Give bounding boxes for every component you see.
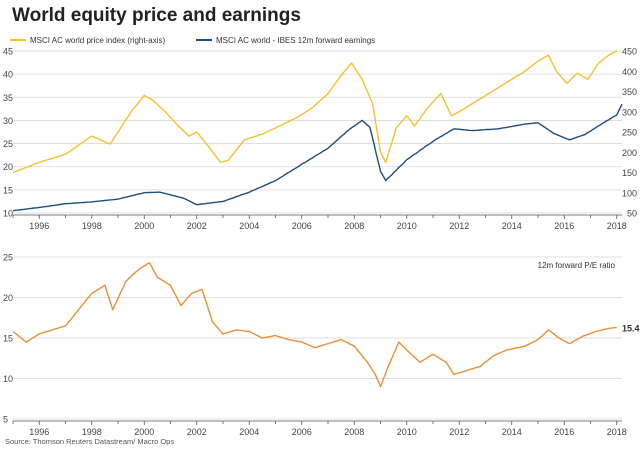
x-tick-label: 2010 — [397, 221, 417, 231]
x-tick-label: 2004 — [239, 221, 259, 231]
y-tick-label: 15 — [3, 334, 13, 344]
legend-label: MSCI AC world price index (right-axis) — [30, 36, 165, 45]
y-right-tick-label: 200 — [622, 148, 637, 158]
x-tick-label: 1998 — [82, 221, 102, 231]
x-tick-label: 2016 — [554, 221, 574, 231]
y-tick-label: 20 — [3, 293, 13, 303]
x-tick-label: 1998 — [82, 427, 102, 437]
x-tick-label: 2016 — [554, 427, 574, 437]
legend-label: MSCI AC world - IBES 12m forward earning… — [216, 36, 375, 45]
y-tick-label: 15 — [3, 185, 13, 195]
y-tick-label: 40 — [3, 70, 13, 80]
y-right-tick-label: 350 — [622, 87, 637, 97]
series-line — [12, 103, 623, 212]
pe-annotation: 12m forward P/E ratio — [538, 261, 616, 270]
x-tick-label: 2014 — [502, 427, 522, 437]
top-chart: 10 15 20 25 30 35 40 45 50 100 150 200 250 300 350 400 4… — [3, 36, 637, 231]
page-title: World equity price and earnings — [12, 5, 301, 26]
y-right-tick-label: 300 — [622, 107, 637, 117]
y-tick-label: 10 — [3, 209, 13, 219]
x-tick-label: 2000 — [134, 427, 154, 437]
y-tick-label: 25 — [3, 139, 13, 149]
series-line — [12, 50, 618, 174]
bottom-chart: 5 10 15 20 25 1996 1998 2000 2002 2004 2006 2008 201… — [3, 253, 640, 438]
y-right-tick-label: 50 — [627, 209, 637, 219]
x-tick-label: 2006 — [292, 427, 312, 437]
x-tick-label: 2012 — [449, 221, 469, 231]
x-tick-label: 1996 — [29, 427, 49, 437]
y-right-tick-label: 400 — [622, 67, 637, 77]
series-line — [12, 262, 617, 388]
y-right-tick-label: 450 — [622, 47, 637, 57]
y-tick-label: 45 — [3, 47, 13, 57]
x-tick-label: 2014 — [502, 221, 522, 231]
y-right-tick-label: 100 — [622, 188, 637, 198]
y-tick-label: 35 — [3, 93, 13, 103]
y-tick-label: 5 — [3, 415, 8, 425]
y-tick-label: 10 — [3, 374, 13, 384]
y-right-tick-label: 250 — [622, 128, 637, 138]
x-tick-label: 2002 — [187, 221, 207, 231]
y-tick-label: 25 — [3, 253, 13, 263]
x-tick-label: 2008 — [344, 221, 364, 231]
y-tick-label: 30 — [3, 116, 13, 126]
x-tick-label: 2008 — [344, 427, 364, 437]
x-tick-label: 1996 — [29, 221, 49, 231]
x-tick-label: 2004 — [239, 427, 259, 437]
x-tick-label: 2006 — [292, 221, 312, 231]
x-tick-label: 2010 — [397, 427, 417, 437]
x-tick-label: 2018 — [607, 427, 627, 437]
pe-end-label: 15.4 — [622, 323, 640, 333]
x-tick-label: 2000 — [134, 221, 154, 231]
y-tick-label: 20 — [3, 162, 13, 172]
y-right-tick-label: 150 — [622, 168, 637, 178]
x-tick-label: 2012 — [449, 427, 469, 437]
x-tick-label: 2002 — [187, 427, 207, 437]
source-note: Source: Thomson Reuters Datastream/ Macr… — [5, 437, 175, 446]
x-tick-label: 2018 — [607, 221, 627, 231]
